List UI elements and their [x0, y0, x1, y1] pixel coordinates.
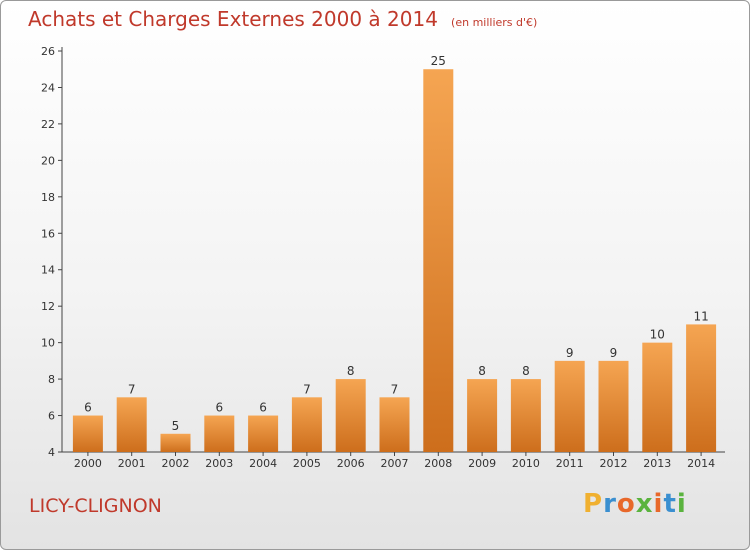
- bar: [510, 379, 541, 452]
- x-tick-label: 2012: [600, 457, 628, 470]
- title-text: Achats et Charges Externes 2000 à 2014: [28, 7, 438, 31]
- bars: [72, 69, 717, 453]
- bar-value-label: 7: [303, 382, 311, 396]
- bar-value-label: 8: [347, 364, 355, 378]
- y-tick-label: 14: [41, 264, 55, 277]
- logo-letter: i: [676, 489, 687, 519]
- bar: [72, 415, 103, 452]
- y-tick-label: 22: [41, 118, 55, 131]
- bar-value-label: 9: [566, 346, 574, 360]
- y-tick-label: 4: [48, 446, 55, 459]
- title-unit: (en milliers d'€): [451, 16, 538, 29]
- bar-value-label: 5: [172, 419, 180, 433]
- logo-letter: r: [603, 489, 617, 519]
- x-tick-label: 2008: [424, 457, 452, 470]
- chart-title: Achats et Charges Externes 2000 à 2014 (…: [28, 7, 537, 31]
- x-tick-label: 2003: [205, 457, 233, 470]
- commune-name: LICY-CLIGNON: [29, 495, 162, 517]
- x-tick-label: 2013: [643, 457, 671, 470]
- bar: [291, 397, 322, 452]
- bar: [554, 360, 585, 452]
- bar: [335, 379, 366, 452]
- bar-value-label: 6: [84, 401, 92, 415]
- bar-value-label: 10: [650, 328, 665, 342]
- bar-value-label: 7: [391, 382, 399, 396]
- x-tick-label: 2004: [249, 457, 277, 470]
- y-tick-label: 26: [41, 45, 55, 58]
- y-tick-label: 8: [48, 373, 55, 386]
- y-tick-label: 10: [41, 337, 55, 350]
- bar-value-label: 8: [522, 364, 530, 378]
- bar-value-label: 7: [128, 382, 136, 396]
- bar-value-label: 6: [259, 401, 267, 415]
- bar-value-label: 11: [693, 309, 708, 323]
- y-tick-label: 12: [41, 300, 55, 313]
- bar: [116, 397, 147, 452]
- bar: [423, 69, 454, 453]
- logo-letter: x: [635, 489, 654, 519]
- logo-letter: o: [616, 489, 636, 519]
- bar: [204, 415, 235, 452]
- bar-value-label: 9: [610, 346, 618, 360]
- x-tick-label: 2011: [556, 457, 584, 470]
- x-tick-label: 2009: [468, 457, 496, 470]
- bar: [248, 415, 279, 452]
- bar-value-label: 8: [478, 364, 486, 378]
- bar: [467, 379, 498, 452]
- y-tick-label: 24: [41, 81, 55, 94]
- bar-value-label: 25: [431, 54, 446, 68]
- bar: [379, 397, 410, 452]
- logo-letter: t: [663, 489, 677, 519]
- y-tick-label: 16: [41, 227, 55, 240]
- proxiti-logo: Proxiti: [583, 489, 687, 519]
- bar: [686, 324, 717, 452]
- logo-letter: P: [583, 489, 604, 519]
- bar: [598, 360, 629, 452]
- y-tick-label: 18: [41, 191, 55, 204]
- bar-value-label: 6: [215, 401, 223, 415]
- logo-letter: i: [653, 489, 664, 519]
- x-tick-label: 2010: [512, 457, 540, 470]
- x-tick-label: 2001: [118, 457, 146, 470]
- x-tick-label: 2006: [337, 457, 365, 470]
- x-tick-label: 2007: [381, 457, 409, 470]
- labels: 6 2000 7 2001 5 2002 6 2003 6 2004 7 2005 8 2006 7 2007…: [74, 54, 715, 470]
- x-tick-label: 2002: [162, 457, 190, 470]
- y-tick-label: 20: [41, 154, 55, 167]
- x-tick-label: 2000: [74, 457, 102, 470]
- bar: [160, 433, 191, 452]
- x-tick-label: 2005: [293, 457, 321, 470]
- bar: [642, 342, 673, 452]
- x-tick-label: 2014: [687, 457, 715, 470]
- y-tick-label: 6: [48, 410, 55, 423]
